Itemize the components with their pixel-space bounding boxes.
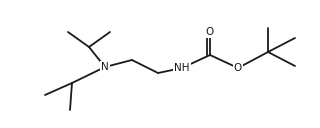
Text: O: O xyxy=(206,27,214,37)
Text: O: O xyxy=(234,63,242,73)
Text: NH: NH xyxy=(174,63,190,73)
Text: N: N xyxy=(101,62,109,72)
